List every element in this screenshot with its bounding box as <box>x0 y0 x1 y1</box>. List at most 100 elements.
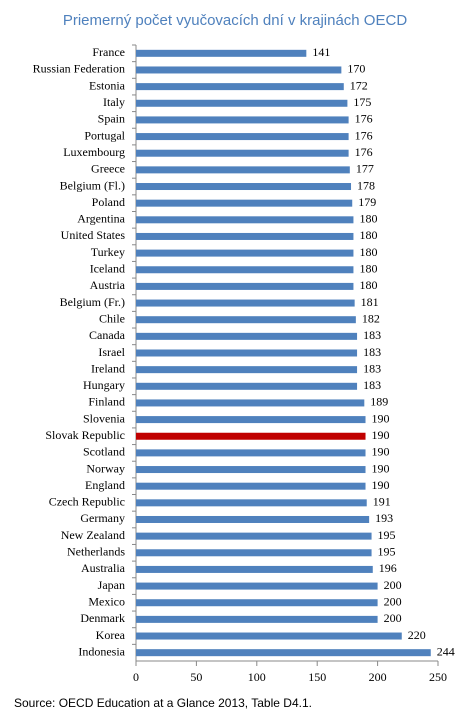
bar <box>136 99 348 107</box>
bar <box>136 549 372 557</box>
value-label: 196 <box>379 561 397 575</box>
y-tick-label: Canada <box>89 328 126 342</box>
y-tick-label: United States <box>61 228 126 242</box>
y-tick-label: Poland <box>92 195 125 209</box>
y-tick-label: Mexico <box>88 594 125 608</box>
value-label: 190 <box>372 478 390 492</box>
y-tick-label: Korea <box>96 628 126 642</box>
y-tick-label: Japan <box>98 578 125 592</box>
bar <box>136 66 342 74</box>
bar <box>136 83 344 91</box>
bar <box>136 133 349 141</box>
value-label: 200 <box>384 611 402 625</box>
value-label: 172 <box>350 78 368 92</box>
value-label: 200 <box>384 594 402 608</box>
bar <box>136 249 354 257</box>
bar <box>136 466 366 474</box>
y-tick-label: New Zealand <box>61 528 125 542</box>
x-tick-label: 250 <box>429 670 447 684</box>
bar <box>136 232 354 240</box>
bar <box>136 565 373 573</box>
y-tick-label: Germany <box>80 511 125 525</box>
x-tick-label: 100 <box>248 670 266 684</box>
y-tick-label: Israel <box>98 345 125 359</box>
y-tick-label: Ireland <box>91 361 125 375</box>
bar <box>136 332 358 340</box>
bar <box>136 349 358 357</box>
y-tick-label: Czech Republic <box>49 495 125 509</box>
y-tick-label: Indonesia <box>78 644 125 658</box>
value-label: 141 <box>312 45 330 59</box>
bar <box>136 366 358 374</box>
bar <box>136 482 366 490</box>
bar <box>136 432 366 440</box>
bar <box>136 649 431 657</box>
bar <box>136 449 366 457</box>
value-label: 180 <box>359 212 377 226</box>
value-label: 244 <box>437 644 455 658</box>
bar <box>136 599 378 607</box>
y-tick-label: Argentina <box>77 212 125 226</box>
value-label: 190 <box>372 461 390 475</box>
y-tick-label: Finland <box>88 395 125 409</box>
x-tick-label: 150 <box>308 670 326 684</box>
y-tick-label: Estonia <box>89 78 126 92</box>
y-tick-label: Turkey <box>91 245 125 259</box>
value-label: 182 <box>362 311 380 325</box>
bar <box>136 216 354 224</box>
value-label: 176 <box>355 112 373 126</box>
bar <box>136 399 365 407</box>
y-tick-label: Hungary <box>83 378 125 392</box>
y-tick-label: Russian Federation <box>33 62 125 76</box>
y-tick-label: Norway <box>86 461 125 475</box>
bar <box>136 299 355 307</box>
y-tick-label: England <box>85 478 125 492</box>
value-label: 190 <box>372 445 390 459</box>
y-tick-label: Slovak Republic <box>45 428 125 442</box>
y-tick-label: Luxembourg <box>63 145 125 159</box>
bar <box>136 632 402 640</box>
y-tick-label: Scotland <box>83 445 125 459</box>
x-tick-label: 50 <box>190 670 202 684</box>
value-label: 200 <box>384 578 402 592</box>
bar <box>136 116 349 124</box>
value-label: 176 <box>355 128 373 142</box>
bar <box>136 149 349 157</box>
bar <box>136 49 307 57</box>
value-label: 183 <box>363 378 381 392</box>
bar <box>136 266 354 274</box>
y-tick-label: Slovenia <box>83 411 126 425</box>
chart-title: Priemerný počet vyučovacích dní v krajin… <box>63 12 407 29</box>
bar <box>136 499 367 507</box>
bar <box>136 515 370 523</box>
source-note: Source: OECD Education at a Glance 2013,… <box>14 696 312 710</box>
bar <box>136 166 350 174</box>
y-tick-label: Denmark <box>80 611 125 625</box>
y-tick-label: Portugal <box>84 128 125 142</box>
value-label: 181 <box>361 295 379 309</box>
value-label: 175 <box>353 95 371 109</box>
value-label: 190 <box>372 428 390 442</box>
bar <box>136 532 372 540</box>
value-label: 180 <box>359 228 377 242</box>
value-label: 176 <box>355 145 373 159</box>
value-label: 190 <box>372 411 390 425</box>
value-label: 189 <box>370 395 388 409</box>
y-tick-label: Australia <box>81 561 126 575</box>
value-label: 178 <box>357 178 375 192</box>
value-label: 180 <box>359 262 377 276</box>
value-label: 180 <box>359 245 377 259</box>
value-label: 183 <box>363 328 381 342</box>
y-tick-label: Chile <box>99 311 125 325</box>
bar <box>136 416 366 424</box>
bar <box>136 282 354 290</box>
value-label: 180 <box>359 278 377 292</box>
bar <box>136 382 358 390</box>
bar <box>136 316 356 324</box>
y-tick-label: Belgium (Fr.) <box>60 295 125 309</box>
value-label: 220 <box>408 628 426 642</box>
x-tick-label: 200 <box>369 670 387 684</box>
y-tick-label: Belgium (Fl.) <box>60 178 125 192</box>
value-label: 179 <box>358 195 376 209</box>
